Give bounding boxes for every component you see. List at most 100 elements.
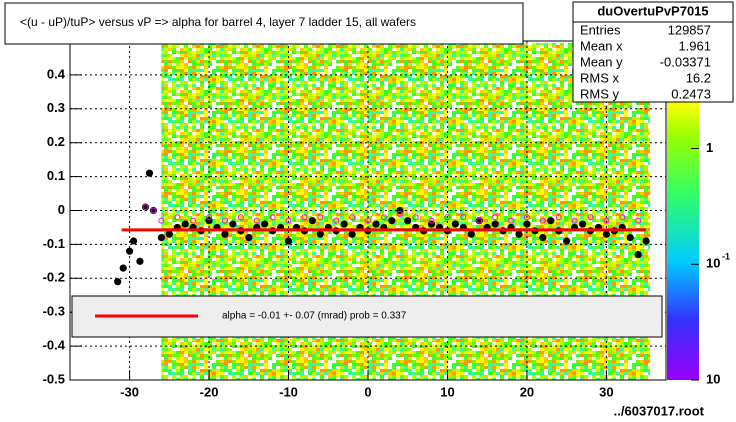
y-tick-label: -0.5 bbox=[43, 371, 65, 386]
z-tick-exp: -1 bbox=[722, 252, 730, 262]
profile-point bbox=[348, 230, 356, 238]
stats-value: -0.03371 bbox=[660, 54, 711, 69]
x-tick-label: -20 bbox=[200, 384, 219, 399]
y-tick-label: 0.3 bbox=[47, 100, 65, 115]
secondary-point bbox=[317, 214, 324, 221]
profile-point bbox=[634, 250, 642, 259]
profile-point bbox=[404, 217, 412, 225]
secondary-point bbox=[396, 210, 403, 217]
stats-label: RMS y bbox=[580, 86, 620, 101]
secondary-point bbox=[253, 217, 260, 224]
stats-label: Mean x bbox=[580, 38, 623, 53]
z-tick-label: 10 bbox=[706, 371, 720, 386]
profile-point bbox=[119, 264, 127, 272]
stats-value: 129857 bbox=[668, 22, 711, 37]
secondary-point bbox=[428, 217, 435, 224]
stats-box bbox=[572, 1, 734, 103]
profile-point bbox=[578, 220, 587, 228]
stats-label: Mean y bbox=[580, 54, 623, 69]
profile-point bbox=[467, 230, 475, 238]
profile-point bbox=[261, 220, 269, 228]
profile-point bbox=[547, 217, 555, 225]
secondary-point bbox=[142, 204, 149, 211]
profile-point bbox=[451, 220, 460, 228]
chart-title: <(u - uP)/tuP> versus vP => alpha for ba… bbox=[20, 15, 416, 29]
secondary-point bbox=[301, 214, 308, 221]
profile-point bbox=[372, 220, 380, 228]
profile-point bbox=[388, 217, 396, 225]
profile-point bbox=[245, 234, 253, 242]
profile-point bbox=[165, 230, 173, 238]
stats-label: RMS x bbox=[580, 70, 620, 85]
profile-point bbox=[157, 234, 165, 242]
secondary-point bbox=[206, 214, 213, 221]
profile-point bbox=[129, 237, 138, 245]
profile-point bbox=[602, 230, 611, 238]
secondary-point bbox=[412, 214, 419, 221]
secondary-point bbox=[587, 214, 594, 221]
secondary-point bbox=[174, 214, 181, 221]
profile-point bbox=[642, 237, 650, 245]
secondary-point bbox=[150, 207, 157, 214]
profile-point bbox=[114, 278, 122, 286]
y-tick-label: 0.4 bbox=[47, 66, 66, 81]
profile-point bbox=[515, 230, 523, 238]
x-tick-label: -30 bbox=[120, 384, 139, 399]
profile-point bbox=[626, 234, 634, 242]
secondary-point bbox=[539, 217, 546, 224]
secondary-point bbox=[555, 214, 562, 221]
profile-point bbox=[491, 220, 499, 228]
x-tick-label: 10 bbox=[440, 384, 454, 399]
y-tick-label: 0.2 bbox=[47, 134, 65, 149]
y-tick-label: 0.1 bbox=[47, 168, 65, 183]
x-tick-label: 0 bbox=[364, 384, 371, 399]
stats-value: 1.961 bbox=[678, 38, 711, 53]
profile-point bbox=[308, 217, 316, 225]
y-tick-label: -0.3 bbox=[43, 304, 65, 319]
secondary-point bbox=[158, 217, 165, 224]
secondary-point bbox=[380, 214, 387, 221]
y-tick-label: -0.2 bbox=[43, 270, 65, 285]
secondary-point bbox=[635, 217, 642, 224]
profile-point bbox=[316, 230, 324, 238]
overlay: alpha = -0.01 +- 0.07 (mrad) prob = 0.33… bbox=[4, 1, 734, 418]
secondary-point bbox=[237, 214, 244, 221]
y-tick-label: -0.4 bbox=[43, 338, 66, 353]
stats-value: 16.2 bbox=[686, 70, 711, 85]
profile-point bbox=[523, 220, 531, 228]
z-tick-label: 1 bbox=[706, 140, 713, 155]
title-box bbox=[4, 2, 524, 45]
profile-point bbox=[181, 220, 189, 228]
secondary-point bbox=[285, 217, 292, 224]
secondary-point bbox=[349, 214, 356, 221]
profile-point bbox=[126, 247, 134, 255]
profile-point bbox=[539, 234, 547, 242]
secondary-point bbox=[571, 217, 578, 224]
x-tick-label: -10 bbox=[279, 384, 298, 399]
z-tick-label: 10 bbox=[706, 256, 720, 271]
secondary-point bbox=[619, 214, 626, 221]
secondary-point bbox=[508, 217, 515, 224]
secondary-point bbox=[444, 214, 451, 221]
secondary-point bbox=[603, 217, 610, 224]
stats-value: 0.2473 bbox=[671, 86, 711, 101]
secondary-point bbox=[476, 217, 483, 224]
profile-point bbox=[284, 237, 293, 245]
y-tick-label: 0 bbox=[58, 202, 65, 217]
secondary-point bbox=[460, 214, 467, 221]
stats-title: duOvertuPvP7015 bbox=[597, 3, 708, 18]
profile-point bbox=[340, 220, 348, 228]
secondary-point bbox=[333, 217, 340, 224]
secondary-point bbox=[190, 217, 197, 224]
profile-point bbox=[136, 257, 144, 265]
x-tick-label: 30 bbox=[599, 384, 613, 399]
secondary-point bbox=[492, 214, 499, 221]
profile-point bbox=[229, 220, 237, 228]
secondary-point bbox=[221, 217, 228, 224]
secondary-point bbox=[523, 214, 530, 221]
stats-label: Entries bbox=[580, 22, 621, 37]
secondary-point bbox=[365, 217, 371, 224]
x-tick-label: 20 bbox=[520, 384, 534, 399]
footer: ../6037017.root bbox=[614, 403, 705, 418]
